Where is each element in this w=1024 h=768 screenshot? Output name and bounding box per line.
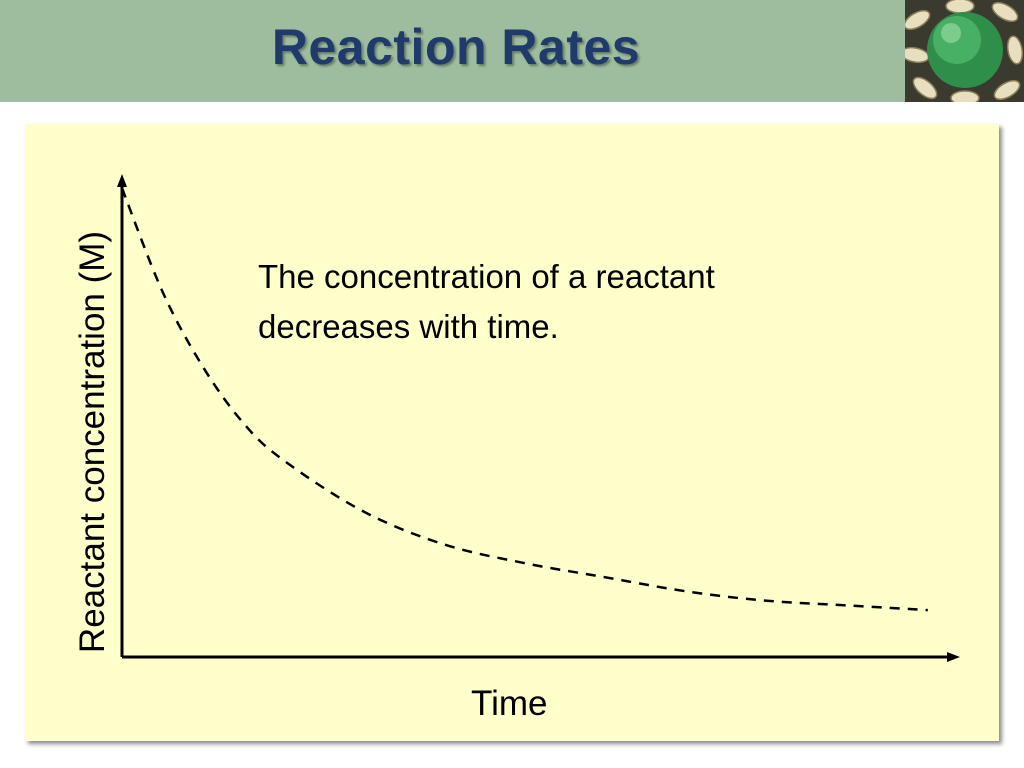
y-axis-arrow [117, 174, 127, 187]
annotation-text: The concentration of a reactant decrease… [258, 252, 858, 352]
slide-title: Reaction Rates [271, 19, 641, 75]
x-axis-label: Time [471, 684, 548, 723]
series-line-concentration [120, 187, 928, 612]
annotation-line-1: The concentration of a reactant [258, 258, 715, 295]
green-sphere-logo-icon [900, 0, 1024, 106]
y-axis-label: Reactant concentration (M) [73, 230, 112, 654]
chart-panel: The concentration of a reactant decrease… [25, 124, 999, 741]
reaction-rate-chart [117, 174, 960, 662]
x-axis-arrow [947, 652, 960, 662]
annotation-line-2: decreases with time. [258, 308, 559, 345]
slide-header: Reaction Rates [0, 0, 1024, 106]
